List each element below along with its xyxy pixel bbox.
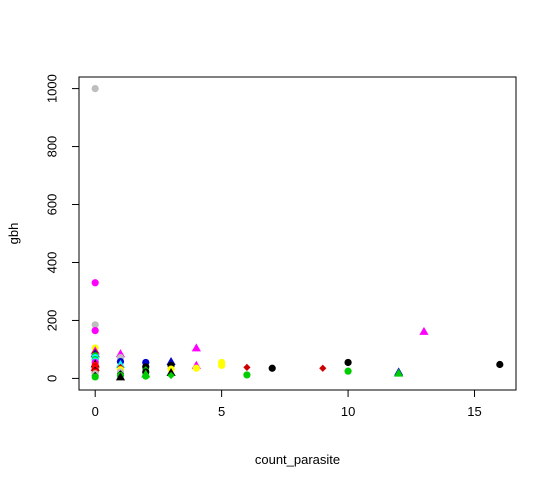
data-point [91, 279, 99, 287]
y-tick-label: 200 [44, 310, 59, 332]
data-point [243, 371, 251, 379]
data-point [218, 361, 226, 369]
data-point [344, 358, 352, 367]
data-point [191, 343, 201, 352]
data-point [419, 326, 429, 335]
x-axis-label: count_parasite [255, 452, 340, 467]
data-point [91, 84, 99, 93]
y-tick-label: 1000 [44, 74, 59, 103]
data-point [115, 372, 126, 381]
data-point [344, 367, 352, 375]
y-tick-label: 600 [44, 194, 59, 216]
data-point [91, 373, 99, 381]
data-point [319, 364, 327, 372]
data-point [91, 321, 99, 329]
plot-frame [78, 76, 517, 391]
data-point [268, 364, 276, 372]
data-points [90, 84, 504, 381]
x-tick-label: 5 [218, 404, 225, 419]
data-point [91, 326, 99, 335]
data-point [243, 363, 251, 371]
y-tick-label: 0 [44, 375, 59, 382]
data-point [142, 372, 150, 380]
x-tick-label: 0 [92, 404, 99, 419]
data-point [192, 364, 200, 372]
y-tick-label: 800 [44, 136, 59, 158]
x-axis: 0 5 10 15 [92, 389, 482, 419]
y-tick-label: 400 [44, 252, 59, 274]
x-tick-label: 15 [467, 404, 481, 419]
y-axis: 0 200 400 600 800 1000 [44, 74, 80, 382]
x-tick-label: 10 [341, 404, 355, 419]
data-point [394, 368, 404, 377]
data-point [167, 371, 175, 380]
y-axis-label: gbh [6, 223, 21, 245]
data-point [496, 360, 504, 369]
